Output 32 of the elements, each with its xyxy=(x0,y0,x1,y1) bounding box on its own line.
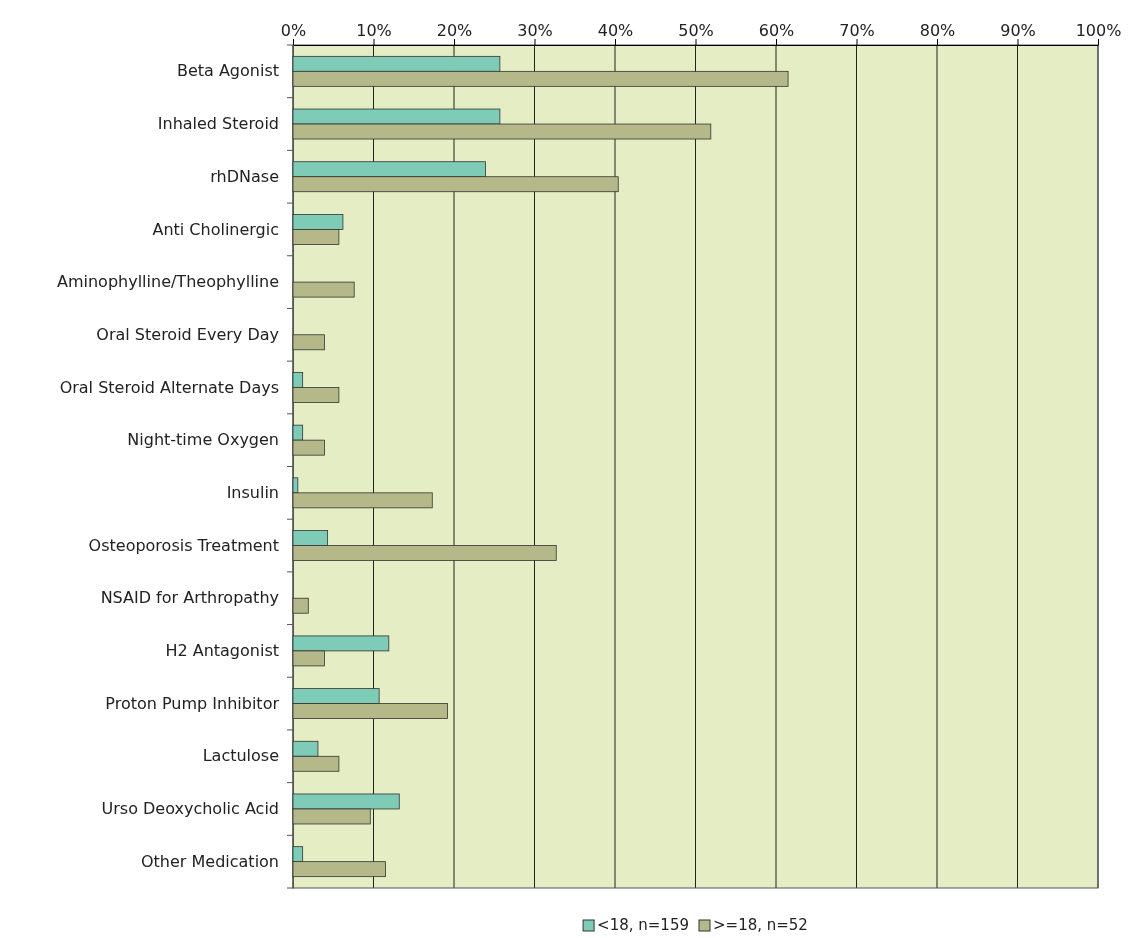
y-tick-label: Anti Cholinergic xyxy=(152,219,279,239)
y-tick-label: NSAID for Arthropathy xyxy=(100,588,279,608)
bar xyxy=(292,281,355,298)
x-tick-label: 20% xyxy=(436,21,473,40)
y-tick-label: Oral Steroid Every Day xyxy=(96,324,279,344)
x-tick-label: 10% xyxy=(356,21,392,40)
y-tick-label: Proton Pump Inhibitor xyxy=(105,693,280,713)
legend-label: <18, n=159 xyxy=(597,916,689,934)
y-tick-label: Oral Steroid Alternate Days xyxy=(59,377,279,397)
x-tick-label: 50% xyxy=(678,21,714,40)
y-tick-label: Beta Agonist xyxy=(176,61,279,81)
bar xyxy=(292,334,325,351)
x-tick-label: 40% xyxy=(597,21,634,40)
y-tick-label: Night-time Oxygen xyxy=(127,430,279,450)
legend-label: >=18, n=52 xyxy=(712,916,808,934)
y-tick-label: rhDNase xyxy=(210,166,279,186)
y-tick-label: Lactulose xyxy=(202,746,279,766)
y-tick-label: H2 Antagonist xyxy=(165,641,279,661)
x-tick-label: 0% xyxy=(280,21,307,40)
y-tick-label: Urso Deoxycholic Acid xyxy=(101,799,279,819)
x-tick-label: 70% xyxy=(839,21,875,40)
y-tick-label: Aminophylline/Theophylline xyxy=(56,272,279,292)
x-tick-label: 60% xyxy=(758,21,795,40)
x-tick-label: 30% xyxy=(517,21,553,40)
x-tick-label: 90% xyxy=(1000,21,1036,40)
y-tick-label: Insulin xyxy=(226,482,279,502)
x-tick-label: 100% xyxy=(1075,21,1122,40)
x-tick-label: 80% xyxy=(919,21,956,40)
y-tick-label: Inhaled Steroid xyxy=(157,114,279,134)
y-tick-label: Osteoporosis Treatment xyxy=(88,535,279,555)
bar xyxy=(292,597,309,614)
y-tick-label: Other Medication xyxy=(140,851,279,871)
